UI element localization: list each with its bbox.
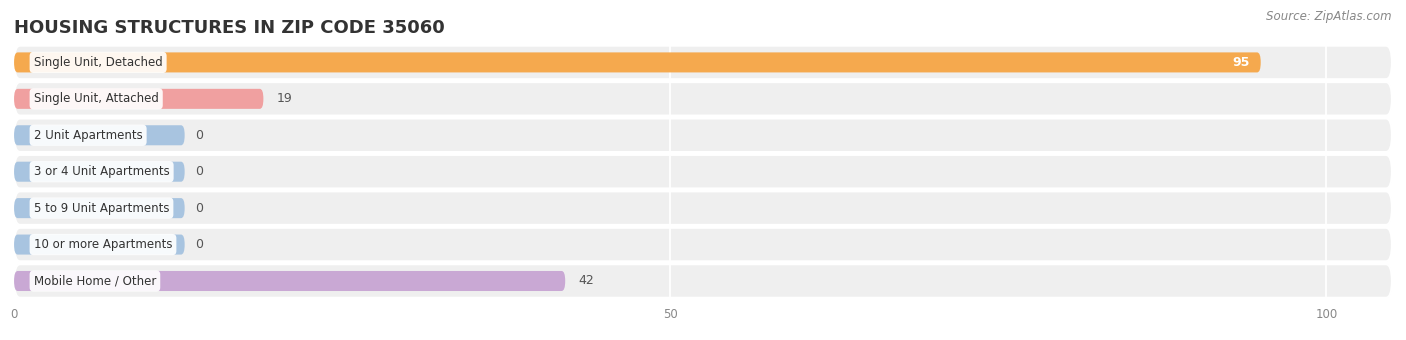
FancyBboxPatch shape <box>14 264 1392 298</box>
FancyBboxPatch shape <box>14 155 1392 188</box>
FancyBboxPatch shape <box>14 52 1261 72</box>
Text: 0: 0 <box>195 129 202 142</box>
FancyBboxPatch shape <box>14 235 184 255</box>
Text: 10 or more Apartments: 10 or more Apartments <box>34 238 173 251</box>
FancyBboxPatch shape <box>14 198 184 218</box>
Text: 19: 19 <box>277 92 292 105</box>
Text: 0: 0 <box>195 202 202 215</box>
Text: 2 Unit Apartments: 2 Unit Apartments <box>34 129 142 142</box>
FancyBboxPatch shape <box>14 125 184 145</box>
FancyBboxPatch shape <box>14 191 1392 225</box>
Text: Mobile Home / Other: Mobile Home / Other <box>34 274 156 288</box>
FancyBboxPatch shape <box>14 271 565 291</box>
FancyBboxPatch shape <box>14 82 1392 116</box>
Text: 42: 42 <box>578 274 595 288</box>
Text: 5 to 9 Unit Apartments: 5 to 9 Unit Apartments <box>34 202 169 215</box>
Text: 95: 95 <box>1233 56 1250 69</box>
Text: Single Unit, Detached: Single Unit, Detached <box>34 56 163 69</box>
Text: 3 or 4 Unit Apartments: 3 or 4 Unit Apartments <box>34 165 170 178</box>
FancyBboxPatch shape <box>14 119 1392 152</box>
FancyBboxPatch shape <box>14 162 184 182</box>
FancyBboxPatch shape <box>14 46 1392 79</box>
Text: Single Unit, Attached: Single Unit, Attached <box>34 92 159 105</box>
Text: Source: ZipAtlas.com: Source: ZipAtlas.com <box>1267 10 1392 23</box>
Text: HOUSING STRUCTURES IN ZIP CODE 35060: HOUSING STRUCTURES IN ZIP CODE 35060 <box>14 19 444 37</box>
FancyBboxPatch shape <box>14 228 1392 261</box>
Text: 0: 0 <box>195 165 202 178</box>
Text: 0: 0 <box>195 238 202 251</box>
FancyBboxPatch shape <box>14 89 263 109</box>
